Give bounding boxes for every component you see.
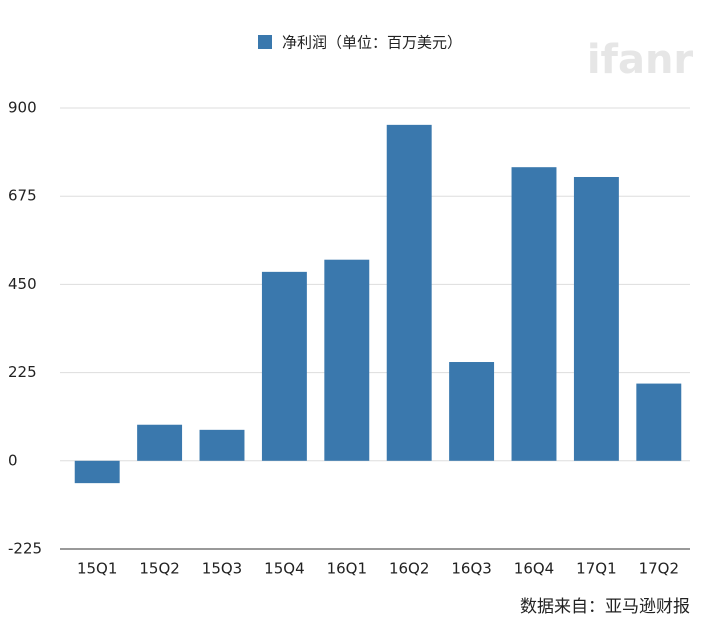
bar [511,167,557,461]
bar [386,124,432,461]
bar [74,460,120,484]
x-tick-label: 16Q2 [389,560,429,578]
x-tick-label: 15Q2 [139,560,179,578]
watermark: ifanr [587,37,694,83]
y-tick-label: 450 [8,275,37,293]
bar [261,271,307,461]
y-tick-label: -225 [8,540,42,558]
bar [137,424,183,461]
bar [573,176,619,461]
x-tick-label: 16Q3 [451,560,491,578]
bar [636,383,682,461]
y-tick-label: 900 [8,99,37,117]
x-tick-label: 17Q1 [576,560,616,578]
bar [324,259,370,461]
x-tick-label: 16Q4 [514,560,554,578]
x-tick-label: 17Q2 [639,560,679,578]
y-tick-label: 675 [8,187,37,205]
x-tick-label: 16Q1 [327,560,367,578]
source-note: 数据来自：亚马逊财报 [520,597,690,617]
y-tick-label: 0 [8,451,18,469]
bar [449,362,495,461]
bar [199,429,245,461]
legend-swatch [258,35,272,49]
y-tick-label: 225 [8,363,37,381]
legend-label: 净利润（单位：百万美元） [282,34,462,52]
x-tick-label: 15Q1 [77,560,117,578]
x-tick-label: 15Q4 [264,560,304,578]
x-tick-label: 15Q3 [202,560,242,578]
